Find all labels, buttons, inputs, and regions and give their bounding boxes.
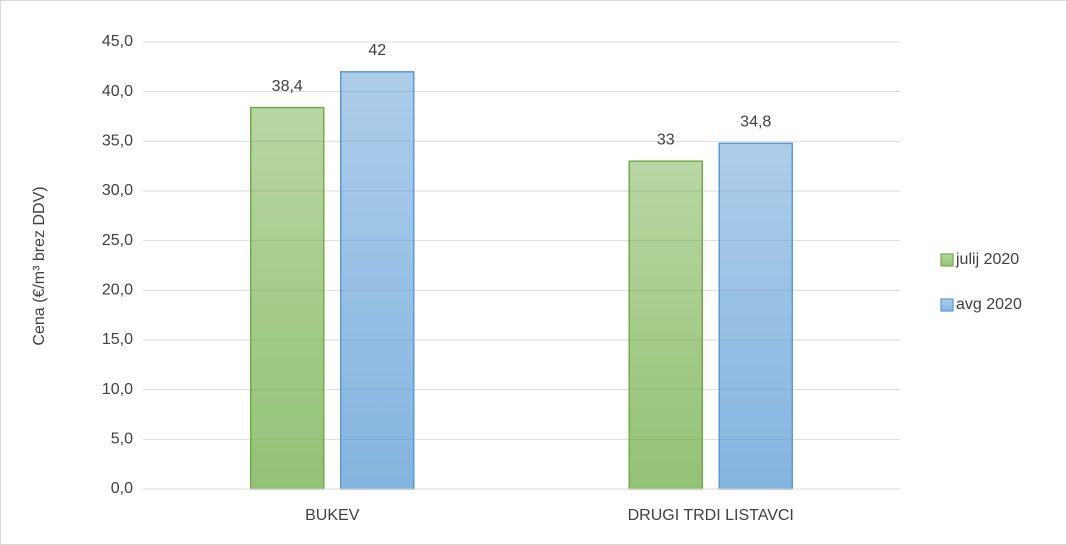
bar [250, 106, 325, 490]
x-tick-label: BUKEV [305, 507, 360, 524]
data-label: 34,8 [740, 114, 771, 131]
legend-swatch [940, 253, 954, 267]
legend-label: julij 2020 [955, 251, 1019, 268]
x-tick-label: DRUGI TRDI LISTAVCI [628, 507, 794, 524]
bar [718, 142, 793, 490]
y-tick-label: 45,0 [102, 33, 133, 50]
data-label: 42 [368, 42, 386, 59]
y-tick-label: 30,0 [102, 182, 133, 199]
data-label: 33 [657, 131, 675, 148]
y-tick-label: 20,0 [102, 282, 133, 299]
legend-swatch [940, 298, 954, 312]
y-tick-label: 40,0 [102, 83, 133, 100]
y-tick-label: 35,0 [102, 133, 133, 150]
y-tick-label: 0,0 [111, 480, 133, 497]
legend-label: avg 2020 [956, 296, 1022, 313]
bar [628, 160, 703, 490]
data-label: 38,4 [272, 78, 303, 95]
bar [340, 71, 415, 490]
y-tick-label: 10,0 [102, 381, 133, 398]
y-axis-title: Cena (€/m³ brez DDV) [31, 186, 48, 345]
y-tick-label: 5,0 [111, 431, 133, 448]
y-tick-label: 25,0 [102, 232, 133, 249]
y-tick-label: 15,0 [102, 331, 133, 348]
